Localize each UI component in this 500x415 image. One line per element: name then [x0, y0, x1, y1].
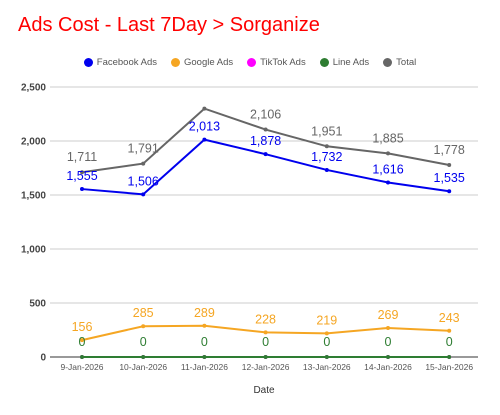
- data-point: [447, 189, 452, 194]
- x-tick-label: 14-Jan-2026: [364, 362, 412, 372]
- data-label: 0: [385, 335, 392, 349]
- legend-swatch: [319, 57, 329, 67]
- data-point: [386, 151, 390, 156]
- data-label: 1,951: [311, 124, 342, 138]
- data-label: 0: [323, 335, 330, 349]
- y-tick-label: 500: [29, 299, 46, 310]
- legend-swatch: [383, 57, 393, 67]
- data-point: [324, 331, 329, 336]
- data-label: 243: [439, 311, 460, 325]
- data-point: [447, 355, 452, 359]
- data-point: [80, 187, 84, 192]
- data-label: 2,013: [189, 120, 220, 134]
- x-tick-label: 9-Jan-2026: [60, 362, 103, 372]
- data-point: [80, 355, 84, 359]
- data-label: 285: [133, 306, 154, 320]
- data-label: 228: [255, 312, 276, 326]
- data-point: [447, 162, 452, 167]
- legend-item[interactable]: Facebook Ads: [83, 54, 157, 70]
- data-point: [386, 355, 390, 359]
- y-tick-label: 1,500: [21, 191, 46, 202]
- data-point: [202, 106, 207, 111]
- x-axis-title: Date: [253, 385, 275, 396]
- data-point: [141, 324, 146, 329]
- data-label: 156: [72, 320, 93, 334]
- data-label: 1,616: [372, 162, 403, 176]
- legend-label: Facebook Ads: [96, 56, 157, 68]
- data-label: 0: [140, 335, 147, 349]
- data-point: [141, 355, 146, 359]
- data-point: [263, 127, 268, 132]
- legend-item[interactable]: Total: [383, 54, 416, 70]
- data-label: 2,106: [250, 108, 281, 122]
- data-label: 1,732: [311, 150, 342, 164]
- data-point: [141, 161, 146, 166]
- chart-title: Ads Cost - Last 7Day > Sorganize: [18, 14, 320, 36]
- legend-label: Total: [396, 56, 417, 68]
- data-point: [324, 167, 329, 172]
- x-tick-label: 12-Jan-2026: [242, 362, 290, 372]
- data-point: [263, 330, 268, 335]
- data-point: [202, 137, 207, 142]
- data-label: 1,885: [372, 131, 403, 145]
- data-label: 0: [79, 335, 86, 349]
- data-label: 1,535: [434, 171, 465, 185]
- legend-swatch: [170, 57, 180, 67]
- data-label: 1,555: [66, 169, 97, 183]
- data-label: 1,878: [250, 134, 281, 148]
- data-label: 289: [194, 306, 215, 320]
- data-point: [141, 192, 146, 197]
- data-label: 0: [262, 335, 269, 349]
- legend-label: Google Ads: [183, 56, 234, 68]
- data-label: 1,506: [128, 174, 159, 188]
- data-label: 1,791: [128, 142, 159, 156]
- y-tick-label: 1,000: [21, 245, 46, 256]
- legend-swatch: [247, 57, 257, 67]
- data-point: [386, 180, 390, 185]
- x-tick-label: 15-Jan-2026: [425, 362, 473, 372]
- data-point: [202, 323, 207, 328]
- data-label: 0: [446, 335, 453, 349]
- x-tick-label: 13-Jan-2026: [303, 362, 351, 372]
- legend-label: Line Ads: [332, 56, 370, 68]
- chart-legend: Facebook Ads Google Ads TikTok Ads Line Ads…: [0, 54, 500, 70]
- data-point: [386, 325, 390, 330]
- legend-item[interactable]: Line Ads: [319, 54, 370, 70]
- x-tick-label: 11-Jan-2026: [181, 362, 228, 372]
- data-point: [80, 170, 84, 175]
- data-point: [80, 338, 84, 343]
- data-point: [324, 144, 329, 149]
- data-label: 0: [201, 335, 208, 349]
- legend-label: TikTok Ads: [260, 56, 306, 68]
- legend-item[interactable]: TikTok Ads: [247, 54, 306, 70]
- data-point: [324, 355, 329, 359]
- x-tick-label: 10-Jan-2026: [119, 362, 167, 372]
- data-label: 1,711: [67, 150, 97, 164]
- legend-item[interactable]: Google Ads: [170, 54, 234, 70]
- y-tick-label: 2,500: [21, 83, 46, 94]
- data-point: [447, 328, 452, 333]
- data-label: 269: [378, 308, 399, 322]
- data-point: [263, 355, 268, 359]
- y-tick-label: 0: [40, 353, 46, 364]
- data-point: [263, 152, 268, 157]
- legend-swatch: [83, 57, 93, 67]
- data-label: 219: [316, 313, 337, 327]
- data-point: [202, 355, 207, 359]
- y-tick-label: 2,000: [21, 137, 46, 148]
- data-label: 1,778: [434, 143, 465, 157]
